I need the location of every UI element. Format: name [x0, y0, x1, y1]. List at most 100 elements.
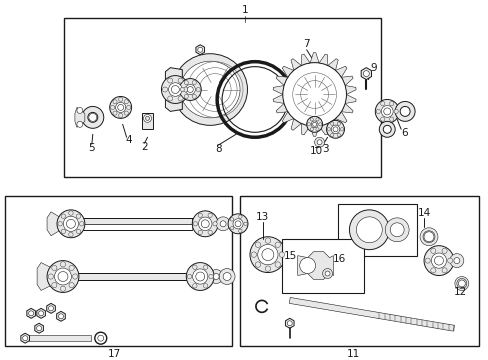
- Circle shape: [69, 211, 73, 215]
- Polygon shape: [341, 76, 352, 86]
- Circle shape: [126, 105, 130, 109]
- Circle shape: [178, 96, 183, 101]
- Text: 15: 15: [284, 251, 297, 261]
- Circle shape: [69, 232, 73, 237]
- Circle shape: [212, 222, 217, 226]
- Circle shape: [230, 218, 233, 221]
- Polygon shape: [75, 107, 85, 127]
- Circle shape: [76, 214, 81, 219]
- Polygon shape: [345, 94, 355, 103]
- Polygon shape: [35, 323, 43, 333]
- Circle shape: [47, 261, 79, 292]
- Circle shape: [394, 102, 414, 121]
- Polygon shape: [319, 54, 327, 66]
- Polygon shape: [297, 252, 333, 279]
- Circle shape: [52, 283, 57, 288]
- Polygon shape: [301, 123, 309, 135]
- Circle shape: [66, 219, 75, 228]
- Circle shape: [37, 326, 41, 331]
- Circle shape: [39, 311, 43, 316]
- Circle shape: [238, 215, 242, 219]
- Text: 1: 1: [241, 5, 248, 15]
- Circle shape: [203, 284, 207, 288]
- Circle shape: [29, 311, 34, 316]
- Circle shape: [192, 94, 196, 99]
- Circle shape: [72, 274, 78, 279]
- Polygon shape: [361, 68, 371, 80]
- Text: 10: 10: [309, 146, 323, 156]
- Circle shape: [63, 216, 79, 231]
- Text: 3: 3: [322, 144, 328, 154]
- Circle shape: [383, 108, 390, 115]
- Circle shape: [118, 104, 123, 111]
- Circle shape: [110, 105, 115, 109]
- Circle shape: [326, 120, 344, 138]
- Circle shape: [312, 122, 316, 126]
- Circle shape: [187, 86, 193, 93]
- Circle shape: [88, 112, 98, 122]
- Circle shape: [197, 47, 203, 52]
- Polygon shape: [57, 311, 65, 321]
- Polygon shape: [289, 297, 453, 331]
- Circle shape: [322, 269, 332, 279]
- Circle shape: [312, 122, 316, 126]
- Circle shape: [314, 137, 324, 147]
- Circle shape: [434, 256, 443, 265]
- Circle shape: [143, 114, 151, 122]
- Circle shape: [264, 238, 270, 243]
- Ellipse shape: [180, 61, 240, 118]
- Polygon shape: [309, 126, 319, 136]
- Circle shape: [52, 265, 57, 270]
- Text: 7: 7: [303, 39, 309, 49]
- Circle shape: [393, 109, 397, 113]
- Circle shape: [80, 222, 84, 226]
- Circle shape: [349, 210, 388, 250]
- Polygon shape: [341, 103, 352, 113]
- Circle shape: [207, 213, 212, 217]
- Polygon shape: [282, 66, 293, 77]
- Circle shape: [419, 228, 437, 246]
- Circle shape: [69, 283, 74, 288]
- Circle shape: [441, 248, 446, 253]
- Circle shape: [124, 111, 128, 115]
- Circle shape: [216, 217, 230, 231]
- Circle shape: [424, 258, 429, 263]
- Bar: [64, 18, 381, 177]
- Circle shape: [161, 76, 189, 103]
- Circle shape: [330, 125, 339, 134]
- Polygon shape: [290, 118, 301, 130]
- Text: 16: 16: [332, 253, 346, 264]
- Text: 6: 6: [400, 128, 407, 138]
- Circle shape: [262, 249, 273, 261]
- Polygon shape: [21, 333, 29, 343]
- Circle shape: [184, 81, 188, 85]
- Circle shape: [356, 217, 382, 243]
- Circle shape: [223, 273, 231, 280]
- Polygon shape: [27, 309, 35, 318]
- Bar: [281, 239, 364, 293]
- Circle shape: [61, 229, 65, 234]
- Bar: [5, 196, 232, 346]
- Circle shape: [192, 211, 218, 237]
- Polygon shape: [47, 303, 55, 313]
- Circle shape: [423, 246, 453, 275]
- Circle shape: [363, 71, 368, 77]
- Circle shape: [69, 265, 74, 270]
- Circle shape: [286, 252, 292, 258]
- Circle shape: [22, 336, 28, 341]
- Text: 17: 17: [108, 349, 121, 359]
- Circle shape: [310, 121, 317, 128]
- Circle shape: [381, 105, 392, 117]
- Circle shape: [374, 99, 398, 123]
- Circle shape: [178, 78, 183, 83]
- Text: 12: 12: [453, 287, 467, 297]
- Circle shape: [179, 78, 201, 100]
- Polygon shape: [282, 112, 293, 123]
- Circle shape: [180, 87, 184, 91]
- Circle shape: [257, 244, 278, 265]
- Polygon shape: [301, 54, 309, 66]
- Circle shape: [309, 118, 313, 121]
- Circle shape: [299, 258, 315, 274]
- Circle shape: [383, 108, 390, 115]
- Circle shape: [262, 249, 273, 261]
